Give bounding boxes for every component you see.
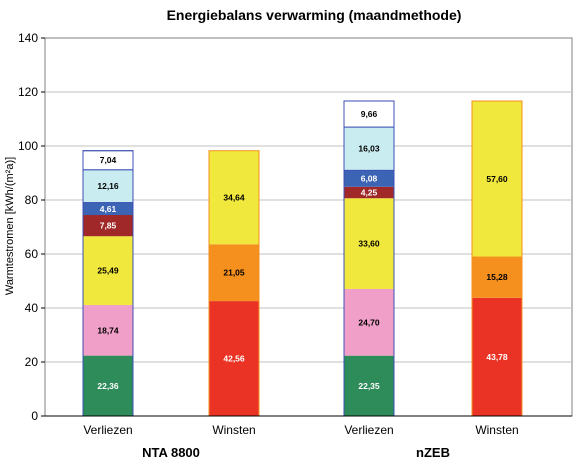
data-label: 4,61 xyxy=(100,204,117,214)
data-label: 12,16 xyxy=(97,181,119,191)
data-label: 7,04 xyxy=(100,155,117,165)
bar-segment xyxy=(209,150,259,245)
data-label: 57,60 xyxy=(486,174,508,184)
data-label: 33,60 xyxy=(358,239,380,249)
data-label: 34,64 xyxy=(223,192,245,202)
y-tick-label: 100 xyxy=(18,139,38,153)
bar-segment xyxy=(83,236,133,306)
x-tick-label: Verliezen xyxy=(344,423,393,437)
x-tick-label: Winsten xyxy=(212,423,255,437)
group-label: NTA 8800 xyxy=(142,445,200,460)
data-label: 22,35 xyxy=(358,381,380,391)
data-label: 16,03 xyxy=(358,144,380,154)
bar-segment xyxy=(82,169,134,204)
bar-segment xyxy=(209,244,259,302)
data-label: 25,49 xyxy=(97,266,119,276)
data-label: 4,25 xyxy=(361,188,378,198)
y-tick-label: 0 xyxy=(31,409,38,423)
plot-area: 0 20 40 60 80 100 120 140 22,36 18,74 25,49 7,85 4,6… xyxy=(18,31,573,460)
bar-segment xyxy=(344,288,394,356)
bar-segment xyxy=(209,301,259,416)
data-label: 7,85 xyxy=(100,221,117,231)
x-tick-label: Winsten xyxy=(475,423,518,437)
bar-segment xyxy=(83,202,133,216)
bar-segment xyxy=(344,170,394,187)
data-label: 18,74 xyxy=(97,325,119,335)
bar-segment xyxy=(83,305,133,356)
bar-segment xyxy=(83,215,133,237)
bar-segment xyxy=(83,355,133,416)
y-tick-label: 120 xyxy=(18,85,38,99)
y-tick-label: 80 xyxy=(25,193,39,207)
data-label: 24,70 xyxy=(358,317,380,327)
data-label: 22,36 xyxy=(97,381,119,391)
data-label: 42,56 xyxy=(223,354,245,364)
bar-segment xyxy=(472,256,522,298)
bar-segment xyxy=(344,198,394,289)
y-tick-label: 60 xyxy=(25,247,39,261)
x-tick-label: Verliezen xyxy=(83,423,132,437)
data-label: 43,78 xyxy=(486,352,508,362)
data-label: 9,66 xyxy=(361,109,378,119)
bar-segment xyxy=(472,297,522,416)
chart-title: Energiebalans verwarming (maandmethode) xyxy=(167,7,462,23)
data-label: 6,08 xyxy=(361,174,378,184)
y-tick-label: 20 xyxy=(25,355,39,369)
y-axis-label: Warmtestromen [kWh/(m²a)] xyxy=(4,157,16,295)
bar-segment xyxy=(344,186,394,199)
group-label: nZEB xyxy=(416,445,450,460)
y-tick-label: 40 xyxy=(25,301,39,315)
bar-segment xyxy=(344,355,394,416)
y-tick-label: 140 xyxy=(18,31,38,45)
bar-segment xyxy=(472,101,522,257)
data-label: 15,28 xyxy=(486,272,508,282)
data-label: 21,05 xyxy=(223,268,245,278)
